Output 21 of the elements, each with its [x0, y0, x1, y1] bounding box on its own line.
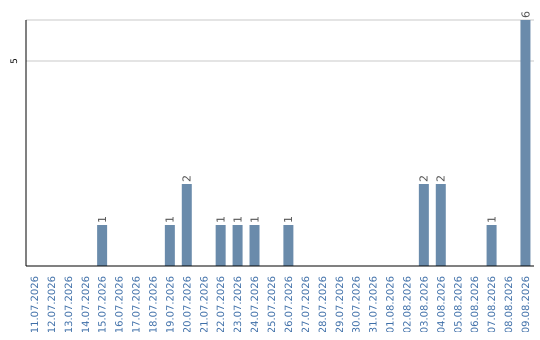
data-label: 1 [214, 216, 228, 223]
data-label: 1 [96, 216, 109, 223]
x-tick-label: 14.07.2026 [80, 276, 92, 334]
x-tick-label: 15.07.2026 [98, 276, 109, 334]
data-label: 1 [231, 216, 244, 223]
data-label: 2 [434, 175, 448, 182]
x-tick-label: 19.07.2026 [165, 276, 176, 334]
x-tick-label: 12.07.2026 [46, 276, 58, 334]
data-label: 1 [248, 216, 262, 223]
data-label: 1 [485, 216, 498, 223]
data-label: 1 [282, 216, 296, 223]
data-label: 2 [418, 175, 431, 182]
x-tick-label: 13.07.2026 [64, 276, 75, 334]
data-label: 1 [164, 216, 177, 223]
data-label: 2 [180, 175, 194, 182]
x-tick-label: 11.07.2026 [30, 276, 41, 334]
x-tick-label: 17.07.2026 [132, 276, 143, 334]
data-label: 6 [519, 11, 532, 18]
x-tick-label: 18.07.2026 [148, 276, 160, 334]
y-tick-label: 5 [10, 58, 20, 64]
x-tick-label: 16.07.2026 [114, 276, 126, 334]
